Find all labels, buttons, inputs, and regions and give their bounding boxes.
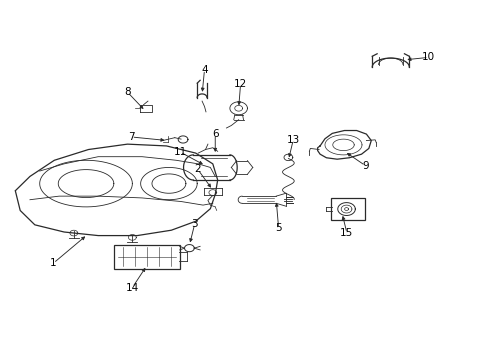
Text: 13: 13 <box>286 135 299 145</box>
Text: 12: 12 <box>233 79 247 89</box>
Text: 7: 7 <box>128 132 134 142</box>
Text: 9: 9 <box>362 161 368 171</box>
Text: 1: 1 <box>50 258 57 268</box>
Text: 4: 4 <box>201 64 207 75</box>
Text: 8: 8 <box>124 87 130 97</box>
Text: 6: 6 <box>211 129 218 139</box>
FancyBboxPatch shape <box>330 198 364 220</box>
Text: 2: 2 <box>194 164 201 174</box>
Text: 14: 14 <box>125 283 139 293</box>
Text: 15: 15 <box>340 228 353 238</box>
Text: 10: 10 <box>422 52 434 62</box>
Text: 5: 5 <box>275 224 282 233</box>
Text: 11: 11 <box>173 147 186 157</box>
FancyBboxPatch shape <box>114 244 180 269</box>
Text: 3: 3 <box>191 219 198 229</box>
